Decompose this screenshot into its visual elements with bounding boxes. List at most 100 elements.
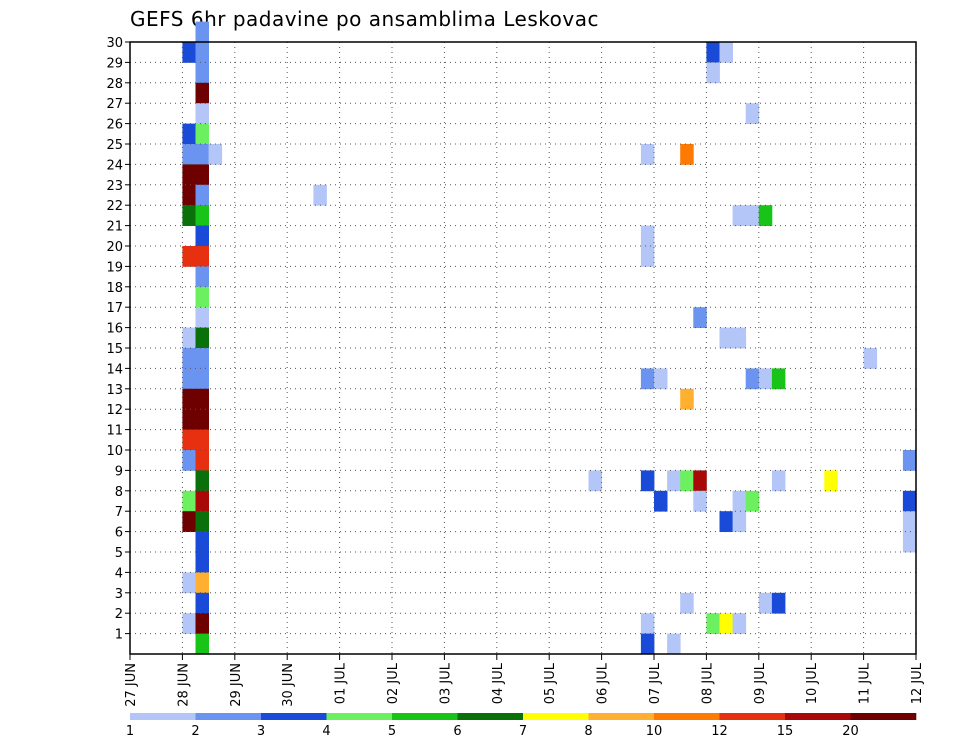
cell-7 <box>182 327 196 349</box>
y-tick-label-27: 27 <box>106 97 123 112</box>
gridlines <box>130 42 916 654</box>
cell-36 <box>195 388 209 410</box>
x-tick-label-8: 05 JUL <box>543 662 558 704</box>
cell-62 <box>667 633 681 655</box>
cell-37 <box>195 409 209 430</box>
cell-87 <box>758 368 773 390</box>
cell-32 <box>195 307 209 328</box>
cell-63 <box>680 144 694 165</box>
cell-45 <box>195 572 209 594</box>
cell-88 <box>758 592 773 614</box>
cell-10 <box>182 388 196 410</box>
x-tick-label-14: 11 JUL <box>858 662 873 704</box>
cell-93 <box>863 348 878 369</box>
cell-25 <box>195 164 209 186</box>
y-tick-label-1: 1 <box>115 628 123 643</box>
cell-26 <box>195 184 209 206</box>
colorbar-swatch-6 <box>523 713 589 720</box>
cell-59 <box>654 368 668 390</box>
cell-75 <box>719 511 733 532</box>
colorbar-swatch-4 <box>392 713 458 720</box>
cell-3 <box>182 164 196 186</box>
cell-66 <box>680 592 694 614</box>
y-tick-label-29: 29 <box>106 56 123 71</box>
y-tick-label-12: 12 <box>106 403 123 418</box>
cell-42 <box>195 511 209 532</box>
cell-51 <box>588 470 602 492</box>
x-tick-label-0: 27 JUN <box>124 663 139 707</box>
cell-58 <box>640 633 655 655</box>
cell-49 <box>208 144 223 165</box>
cell-15 <box>182 511 196 532</box>
cell-92 <box>824 470 838 492</box>
cell-67 <box>693 307 707 328</box>
x-tick-label-13: 10 JUL <box>805 662 820 704</box>
cell-29 <box>195 246 209 267</box>
y-tick-label-30: 30 <box>106 36 123 51</box>
colorbar-swatch-10 <box>785 713 851 720</box>
y-tick-label-21: 21 <box>106 220 123 235</box>
cell-0 <box>182 42 196 63</box>
cell-73 <box>719 42 733 63</box>
cell-23 <box>195 123 209 145</box>
cell-48 <box>195 633 209 655</box>
cell-97 <box>902 531 917 553</box>
colorbar-swatch-0 <box>130 713 196 720</box>
colorbar-label-11: 20 <box>842 724 859 739</box>
cell-33 <box>195 327 209 349</box>
cell-72 <box>706 613 720 634</box>
colorbar-label-0: 1 <box>126 724 134 739</box>
cell-57 <box>640 613 655 634</box>
cell-84 <box>745 368 760 390</box>
cell-16 <box>182 572 196 594</box>
colorbar-swatch-3 <box>326 713 393 720</box>
y-tick-label-24: 24 <box>106 158 123 173</box>
cell-64 <box>680 388 694 410</box>
colorbar-swatch-9 <box>719 713 786 720</box>
cell-77 <box>732 205 747 226</box>
cell-47 <box>195 613 209 634</box>
y-tick-label-2: 2 <box>115 607 123 622</box>
cell-86 <box>758 205 773 226</box>
cell-91 <box>771 592 786 614</box>
y-tick-label-15: 15 <box>106 342 123 357</box>
heatmap-cells <box>182 21 917 655</box>
colorbar-label-1: 2 <box>191 724 199 739</box>
y-tick-label-7: 7 <box>115 505 123 520</box>
y-tick-label-14: 14 <box>106 362 123 377</box>
cell-78 <box>732 327 747 349</box>
cell-44 <box>195 552 209 573</box>
cell-20 <box>195 62 209 84</box>
cell-53 <box>640 225 655 247</box>
cell-35 <box>195 368 209 390</box>
colorbar-swatch-8 <box>654 713 720 720</box>
cell-18 <box>195 21 209 43</box>
y-tick-label-26: 26 <box>106 118 123 133</box>
colorbar-swatch-2 <box>261 713 327 720</box>
cell-22 <box>195 103 209 124</box>
x-tick-label-7: 04 JUL <box>491 662 506 704</box>
x-tick-label-15: 12 JUL <box>910 662 925 704</box>
cell-46 <box>195 592 209 614</box>
cell-14 <box>182 490 196 512</box>
y-tick-label-13: 13 <box>106 383 123 398</box>
x-tick-label-10: 07 JUL <box>648 662 663 704</box>
y-tick-label-8: 8 <box>115 485 123 500</box>
x-tick-label-12: 09 JUL <box>753 662 768 704</box>
cell-50 <box>313 184 327 206</box>
cell-54 <box>640 246 655 267</box>
cell-70 <box>706 42 720 63</box>
cell-41 <box>195 490 209 512</box>
plot-frame <box>129 41 917 655</box>
cell-82 <box>745 103 760 124</box>
cell-89 <box>771 368 786 390</box>
colorbar-label-3: 4 <box>322 724 330 739</box>
y-tick-label-17: 17 <box>106 301 123 316</box>
colorbar-swatch-11 <box>850 713 917 720</box>
cell-6 <box>182 246 196 267</box>
x-tick-label-2: 29 JUN <box>229 663 244 707</box>
cell-30 <box>195 266 209 288</box>
cell-74 <box>719 327 733 349</box>
cell-11 <box>182 409 196 430</box>
